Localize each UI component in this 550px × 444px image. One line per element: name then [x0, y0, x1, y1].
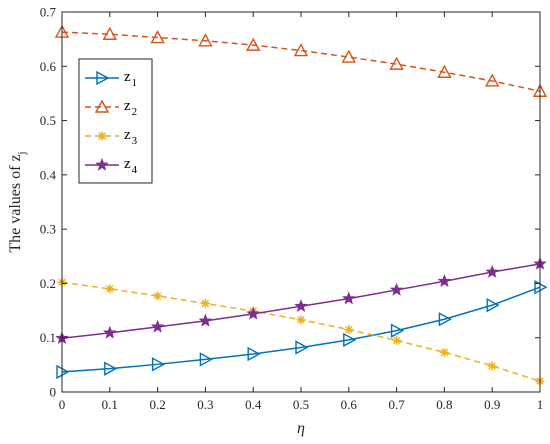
data-point: [437, 64, 452, 78]
legend-entry-z2: z2: [85, 98, 137, 118]
data-point: [296, 315, 306, 325]
legend-marker: [94, 99, 110, 113]
data-point: [103, 325, 117, 339]
x-tick-label: 0: [59, 397, 66, 412]
y-axis-label: The values of zj: [7, 151, 28, 252]
data-point: [486, 297, 500, 313]
data-point: [487, 361, 497, 371]
data-point: [102, 26, 117, 40]
data-point: [344, 325, 354, 335]
data-point: [200, 299, 210, 309]
legend-label: z2: [124, 98, 137, 118]
series-z2: [54, 24, 548, 97]
data-point: [150, 30, 165, 44]
legend-box: [78, 58, 153, 184]
legend-entry-z1: z1: [85, 69, 137, 89]
y-tick-label: 0.4: [40, 167, 57, 182]
data-point: [485, 73, 500, 87]
x-tick-label: 0.2: [149, 397, 165, 412]
data-point: [246, 37, 261, 51]
series-z1: [56, 280, 548, 380]
data-point: [294, 299, 308, 312]
series-layer: [54, 24, 548, 386]
x-tick-label: 0.7: [388, 397, 405, 412]
legend-marker: [95, 157, 109, 171]
data-point: [485, 264, 499, 278]
data-point: [198, 33, 213, 47]
legend: z1 z2 z3 z4: [78, 58, 153, 184]
data-point: [151, 357, 166, 372]
y-tick-label: 0: [50, 385, 57, 400]
data-point: [439, 347, 449, 357]
data-point: [199, 352, 213, 367]
data-point: [198, 313, 213, 327]
data-point: [295, 340, 309, 355]
data-point: [153, 291, 163, 301]
y-tick-label: 0.3: [40, 222, 56, 237]
y-tick-label: 0.2: [40, 276, 56, 291]
x-tick-label: 0.3: [197, 397, 213, 412]
axis-layer: 0 0.1 0.2 0.3 0.4 0.5 0.6 0.7 0.8 0.9 1 0 0.1 0.2 0.3 0…: [40, 5, 544, 413]
legend-label: z3: [124, 127, 138, 147]
y-tick-label: 0.7: [40, 5, 57, 20]
data-point: [437, 274, 452, 287]
data-point: [342, 291, 356, 305]
series-line: [61, 31, 541, 92]
data-point: [389, 282, 404, 296]
legend-label: z4: [124, 156, 138, 176]
data-point: [247, 346, 261, 362]
data-point: [246, 306, 260, 320]
y-axis-label-subscript: j: [16, 151, 28, 155]
x-tick-label: 0.9: [484, 397, 500, 412]
data-point: [293, 43, 309, 57]
data-point: [104, 361, 118, 376]
y-tick-label: 0.6: [40, 59, 57, 74]
data-point: [389, 56, 404, 70]
legend-entry-z4: z4: [85, 156, 138, 176]
x-axis-label-text: η: [297, 420, 305, 437]
y-tick-label: 0.5: [40, 113, 56, 128]
data-point: [343, 332, 357, 348]
data-point: [392, 335, 402, 345]
svg-text:The values of zj: The values of zj: [7, 151, 28, 252]
data-point: [341, 49, 356, 63]
x-tick-label: 1: [537, 397, 544, 412]
x-tick-label: 0.6: [341, 397, 358, 412]
data-point: [438, 312, 452, 327]
legend-marker: [97, 131, 107, 141]
legend-marker: [96, 70, 110, 86]
y-axis-label-text: The values of z: [7, 154, 24, 252]
data-point: [105, 284, 115, 294]
x-tick-label: 0.8: [436, 397, 452, 412]
series-line: [61, 286, 541, 373]
x-axis-label: η: [297, 420, 305, 437]
legend-label: z1: [124, 69, 137, 89]
data-point: [150, 319, 165, 333]
x-tick-label: 0.5: [293, 397, 309, 412]
legend-entry-z3: z3: [85, 127, 138, 147]
data-point: [390, 323, 405, 338]
y-tick-label: 0.1: [40, 330, 56, 345]
x-tick-label: 0.1: [102, 397, 118, 412]
x-tick-label: 0.4: [245, 397, 262, 412]
